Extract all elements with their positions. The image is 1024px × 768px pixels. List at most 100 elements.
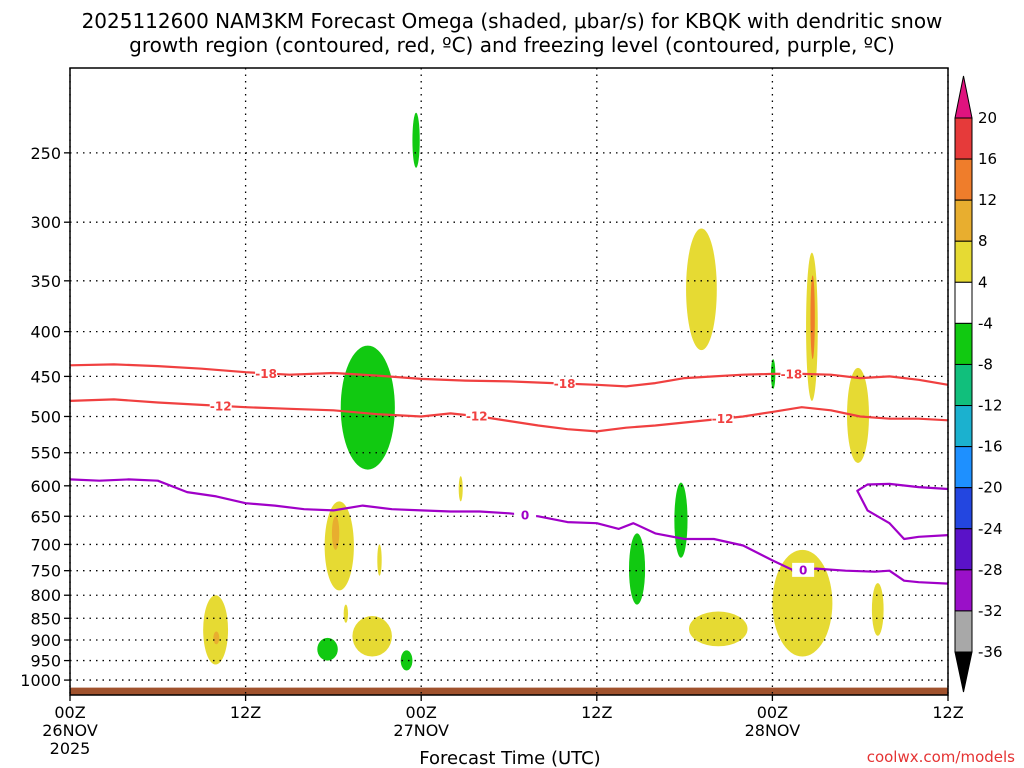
colorbar-cell-5 [954, 322, 973, 365]
contour-label-bg-1-2 [711, 411, 734, 426]
omega-region-0 [412, 112, 420, 168]
y-tick-label-300: 300 [30, 213, 61, 232]
colorbar: 20 16 12 8 4 -4 -8 -12 -16 -20 -24 -28 -32 -36 [954, 75, 1003, 693]
y-tick-label-500: 500 [30, 407, 61, 426]
colorbar-cell-11 [954, 569, 973, 612]
y-tick-label-650: 650 [30, 507, 61, 526]
contour-label-2-1: 0 [799, 563, 807, 577]
colorbar-tick-3: 8 [978, 232, 988, 250]
x-tick-label-24-1: 27NOV [393, 721, 449, 740]
omega-region-20 [772, 549, 833, 657]
colorbar-tick-8: -16 [978, 438, 1003, 456]
contour-label-bg-0-1 [553, 376, 576, 391]
colorbar-cell-8 [954, 446, 973, 489]
omega-region-9 [810, 275, 815, 360]
colorbar-tick-1: 16 [978, 150, 997, 168]
omega-region-18 [352, 616, 392, 657]
colorbar-tick-6: -8 [978, 355, 993, 373]
x-tick-label-12-0: 12Z [230, 703, 261, 722]
temperature-contours: -18 -18 -18 -12 -12 -12 0 0 [69, 363, 949, 585]
omega-region-1 [340, 345, 395, 470]
omega-region-15 [343, 604, 349, 623]
chart-title-line1: 2025112600 NAM3KM Forecast Omega (shaded… [82, 9, 943, 33]
y-tick-label-700: 700 [30, 535, 61, 554]
omega-region-17 [213, 631, 220, 645]
contour-label-bg-2-1 [792, 562, 815, 577]
contour-label-bg-0-2 [780, 366, 803, 381]
chart-title-line2: growth region (contoured, red, ºC) and f… [129, 33, 895, 57]
contour-label-1-0: -12 [210, 399, 232, 413]
colorbar-cell-6 [954, 363, 973, 407]
colorbar-tick-4: 4 [978, 273, 988, 291]
contour-label-bg-0-0 [255, 366, 278, 381]
colorbar-tick-5: -4 [978, 314, 993, 332]
y-tick-label-850: 850 [30, 609, 61, 628]
colorbar-tick-13: -36 [978, 643, 1003, 661]
omega-region-14 [377, 544, 382, 576]
colorbar-tick-9: -20 [978, 479, 1003, 497]
contour-label-1-1: -12 [466, 410, 488, 424]
x-tick-label-0-2: 2025 [50, 739, 91, 758]
y-tick-label-900: 900 [30, 631, 61, 650]
omega-region-13 [331, 516, 340, 550]
contour-label-0-2: -18 [781, 367, 803, 381]
colorbar-cell-1 [954, 158, 973, 201]
omega-region-11 [458, 476, 463, 502]
x-axis-label: Forecast Time (UTC) [419, 748, 600, 768]
contour-line-3 [856, 482, 949, 541]
colorbar-tick-2: 12 [978, 191, 997, 209]
omega-region-21 [871, 583, 884, 636]
contour-line-0 [69, 363, 949, 388]
colorbar-tick-0: 20 [978, 109, 997, 127]
y-tick-label-450: 450 [30, 367, 61, 386]
omega-region-4 [628, 533, 646, 605]
omega-region-16 [203, 595, 229, 665]
colorbar-cell-9 [954, 487, 973, 530]
colorbar-tick-10: -24 [978, 520, 1003, 538]
omega-region-19 [688, 611, 748, 647]
colorbar-cell-2 [954, 199, 973, 242]
colorbar-tick-7: -12 [978, 397, 1003, 415]
colorbar-tick-12: -32 [978, 602, 1003, 620]
x-tick-label-0-1: 26NOV [42, 721, 98, 740]
contour-line-2 [69, 478, 949, 585]
y-tick-label-750: 750 [30, 562, 61, 581]
x-tick-label-36-0: 12Z [581, 703, 612, 722]
colorbar-tick-11: -28 [978, 561, 1003, 579]
colorbar-bottom-triangle [954, 651, 973, 693]
omega-region-2 [317, 637, 338, 661]
x-tick-label-60-0: 12Z [932, 703, 963, 722]
credit-link[interactable]: coolwx.com/models [867, 748, 1015, 766]
y-tick-label-350: 350 [30, 272, 61, 291]
contour-label-2-0: 0 [521, 508, 529, 522]
x-tick-label-24-0: 00Z [406, 703, 437, 722]
colorbar-cell-3 [954, 240, 973, 283]
omega-region-7 [686, 228, 717, 351]
omega-region-3 [400, 650, 413, 671]
y-tick-label-400: 400 [30, 323, 61, 342]
x-tick-label-48-0: 00Z [757, 703, 788, 722]
colorbar-cell-4 [954, 281, 973, 324]
ground-layer [70, 687, 948, 695]
y-tick-label-550: 550 [30, 444, 61, 463]
y-tick-label-600: 600 [30, 477, 61, 496]
omega-region-5 [674, 482, 688, 558]
contour-label-bg-1-1 [465, 409, 488, 424]
colorbar-cell-0 [954, 117, 973, 160]
contour-label-1-2: -12 [712, 412, 734, 426]
contour-label-bg-2-0 [514, 507, 537, 522]
y-tick-label-250: 250 [30, 144, 61, 163]
x-tick-label-0-0: 00Z [54, 703, 85, 722]
ground-fill [70, 687, 948, 695]
y-axis-ticks: 250 300 350 400 450 500 550 600 650 700 750 800 850 9… [20, 144, 70, 690]
contour-label-0-1: -18 [554, 377, 576, 391]
colorbar-cell-12 [954, 610, 973, 653]
plot-frame [69, 67, 949, 696]
y-tick-label-950: 950 [30, 652, 61, 671]
contour-line-1 [69, 398, 949, 433]
y-tick-label-800: 800 [30, 586, 61, 605]
y-tick-label-1000: 1000 [20, 671, 61, 690]
colorbar-cell-10 [954, 528, 973, 571]
